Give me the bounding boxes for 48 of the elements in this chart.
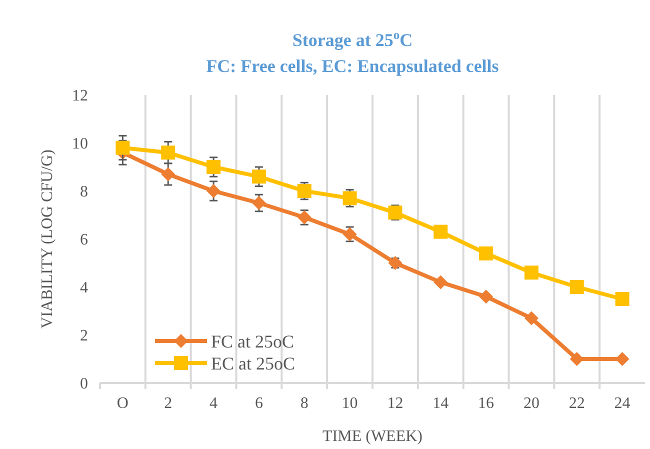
point: [297, 184, 312, 198]
point: [297, 210, 312, 224]
x-tick-label: 10: [342, 395, 358, 412]
point: [252, 196, 266, 210]
point: [570, 280, 584, 294]
y-tick-label: 12: [72, 88, 88, 105]
y-tick-label: 10: [72, 136, 88, 153]
point: [615, 352, 630, 366]
chart-subtitle: FC: Free cells, EC: Encapsulated cells: [206, 56, 499, 76]
x-axis-title: TIME (WEEK): [322, 428, 422, 445]
point: [434, 224, 448, 239]
point: [388, 206, 402, 220]
y-tick-label: 2: [80, 328, 88, 345]
x-tick-label: O: [116, 395, 128, 412]
point: [252, 170, 266, 184]
point: [524, 311, 538, 326]
point: [206, 184, 221, 198]
point: [570, 352, 584, 366]
y-tick-label: 4: [80, 280, 88, 297]
point: [116, 140, 130, 155]
y-tick-label: 8: [80, 184, 88, 201]
x-tick-label: 2: [164, 395, 172, 412]
x-tick-label: 4: [210, 395, 218, 412]
point: [388, 256, 402, 270]
point: [479, 290, 494, 304]
x-tick-label: 8: [300, 395, 308, 412]
point: [615, 292, 630, 306]
point: [206, 160, 221, 174]
x-tick-label: 22: [568, 395, 585, 412]
point: [434, 275, 448, 290]
x-tick-label: 16: [478, 395, 494, 412]
point: [161, 146, 176, 160]
chart-title: Storage at 25$^{o}$C: [292, 28, 413, 50]
legend-label: FC at 25oC: [211, 331, 294, 352]
point: [342, 227, 357, 242]
x-tick-label: 24: [614, 395, 630, 412]
point: [161, 167, 176, 182]
x-tick-label: 20: [523, 395, 540, 412]
x-tick-label: 14: [432, 395, 449, 412]
y-tick-label: 0: [80, 376, 88, 393]
point: [524, 266, 538, 280]
y-axis-title: VIABILITY (LOG CFU/G): [39, 150, 56, 328]
y-tick-label: 6: [80, 232, 88, 249]
x-tick-label: 6: [254, 395, 263, 412]
point: [342, 191, 357, 206]
legend-label: EC at 25oC: [211, 353, 295, 374]
point: [479, 246, 494, 260]
x-tick-label: 12: [387, 395, 404, 412]
